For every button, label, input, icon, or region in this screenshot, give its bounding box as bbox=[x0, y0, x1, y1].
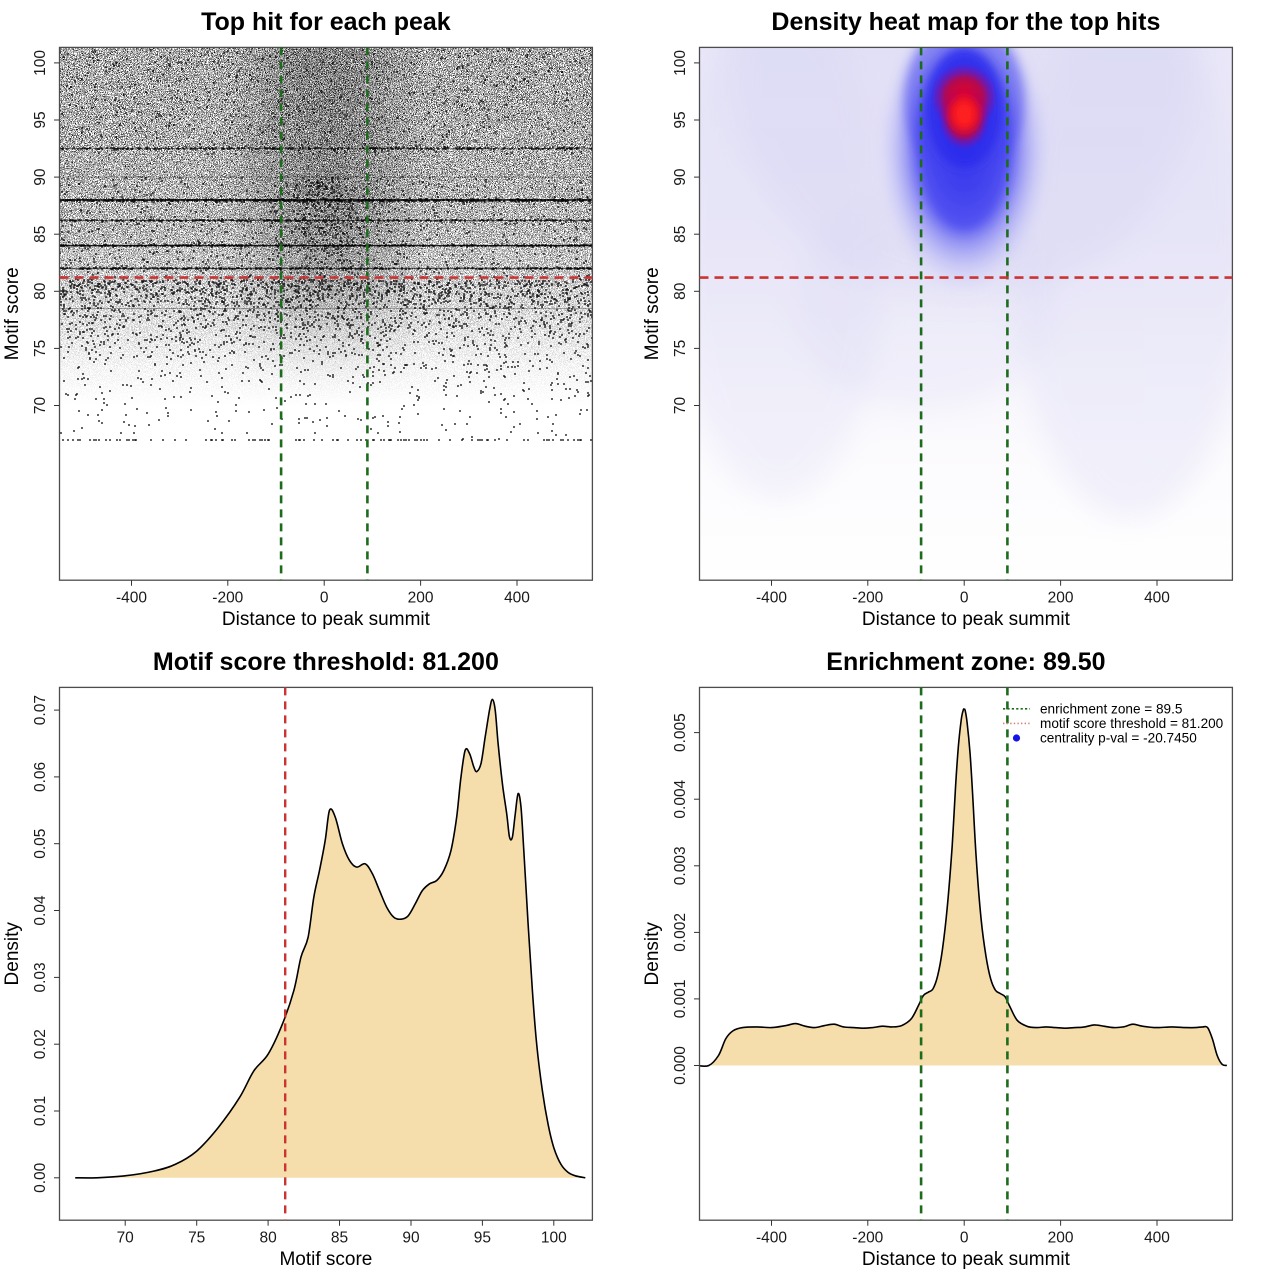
svg-text:95: 95 bbox=[672, 111, 689, 128]
svg-text:motif score threshold = 81.200: motif score threshold = 81.200 bbox=[1040, 716, 1224, 731]
svg-text:0.01: 0.01 bbox=[32, 1096, 49, 1126]
svg-text:Motif score: Motif score bbox=[642, 267, 663, 360]
svg-text:0.005: 0.005 bbox=[672, 713, 689, 752]
svg-text:0: 0 bbox=[960, 590, 969, 607]
svg-text:100: 100 bbox=[672, 50, 689, 76]
svg-text:400: 400 bbox=[504, 590, 530, 607]
svg-text:0.004: 0.004 bbox=[672, 779, 689, 818]
svg-text:Distance to peak summit: Distance to peak summit bbox=[222, 609, 431, 630]
svg-text:400: 400 bbox=[1144, 590, 1170, 607]
svg-text:-200: -200 bbox=[212, 590, 243, 607]
svg-text:0: 0 bbox=[320, 590, 329, 607]
svg-text:85: 85 bbox=[331, 1230, 348, 1247]
svg-text:200: 200 bbox=[1048, 1230, 1074, 1247]
svg-text:90: 90 bbox=[32, 168, 49, 186]
svg-text:85: 85 bbox=[672, 226, 689, 243]
svg-text:Density: Density bbox=[642, 922, 663, 986]
svg-text:0.001: 0.001 bbox=[672, 980, 689, 1019]
svg-text:Enrichment zone: 89.50: Enrichment zone: 89.50 bbox=[826, 648, 1105, 676]
svg-text:0.002: 0.002 bbox=[672, 913, 689, 952]
svg-text:200: 200 bbox=[408, 590, 434, 607]
svg-text:0.04: 0.04 bbox=[32, 895, 49, 926]
svg-text:75: 75 bbox=[32, 340, 49, 357]
svg-text:0.07: 0.07 bbox=[32, 695, 49, 725]
svg-text:0.000: 0.000 bbox=[672, 1046, 689, 1085]
svg-text:-200: -200 bbox=[852, 590, 883, 607]
svg-text:400: 400 bbox=[1144, 1230, 1170, 1247]
svg-text:70: 70 bbox=[672, 397, 689, 415]
svg-text:75: 75 bbox=[672, 340, 689, 357]
svg-text:80: 80 bbox=[672, 282, 689, 300]
svg-text:-400: -400 bbox=[756, 1230, 787, 1247]
svg-text:Distance to peak summit: Distance to peak summit bbox=[862, 609, 1071, 630]
svg-text:80: 80 bbox=[259, 1230, 277, 1247]
svg-text:90: 90 bbox=[402, 1230, 420, 1247]
svg-text:Distance to peak summit: Distance to peak summit bbox=[862, 1249, 1071, 1270]
svg-text:0.06: 0.06 bbox=[32, 762, 49, 792]
svg-text:0: 0 bbox=[960, 1230, 969, 1247]
svg-text:95: 95 bbox=[32, 111, 49, 128]
svg-text:Density heat map for the top h: Density heat map for the top hits bbox=[771, 8, 1160, 36]
svg-text:200: 200 bbox=[1048, 590, 1074, 607]
svg-text:0.05: 0.05 bbox=[32, 829, 49, 859]
svg-text:0.02: 0.02 bbox=[32, 1029, 49, 1059]
svg-text:75: 75 bbox=[188, 1230, 205, 1247]
svg-text:Motif score: Motif score bbox=[279, 1249, 372, 1270]
svg-text:100: 100 bbox=[32, 50, 49, 76]
svg-text:95: 95 bbox=[474, 1230, 491, 1247]
svg-text:70: 70 bbox=[117, 1230, 135, 1247]
svg-text:centrality p-val = -20.7450: centrality p-val = -20.7450 bbox=[1040, 731, 1197, 746]
svg-text:Motif score: Motif score bbox=[2, 267, 23, 360]
svg-text:90: 90 bbox=[672, 168, 689, 186]
svg-text:100: 100 bbox=[541, 1230, 567, 1247]
svg-text:-400: -400 bbox=[116, 590, 147, 607]
svg-text:0.00: 0.00 bbox=[32, 1162, 49, 1193]
svg-text:-400: -400 bbox=[756, 590, 787, 607]
svg-text:enrichment zone = 89.5: enrichment zone = 89.5 bbox=[1040, 701, 1182, 716]
svg-text:0.03: 0.03 bbox=[32, 962, 49, 992]
svg-text:Density: Density bbox=[2, 922, 23, 986]
svg-text:80: 80 bbox=[32, 282, 49, 300]
svg-text:0.003: 0.003 bbox=[672, 846, 689, 885]
svg-text:Top hit for each peak: Top hit for each peak bbox=[201, 8, 451, 36]
svg-text:Motif score threshold: 81.200: Motif score threshold: 81.200 bbox=[153, 648, 499, 676]
svg-text:85: 85 bbox=[32, 226, 49, 243]
svg-text:-200: -200 bbox=[852, 1230, 883, 1247]
svg-text:70: 70 bbox=[32, 397, 49, 415]
